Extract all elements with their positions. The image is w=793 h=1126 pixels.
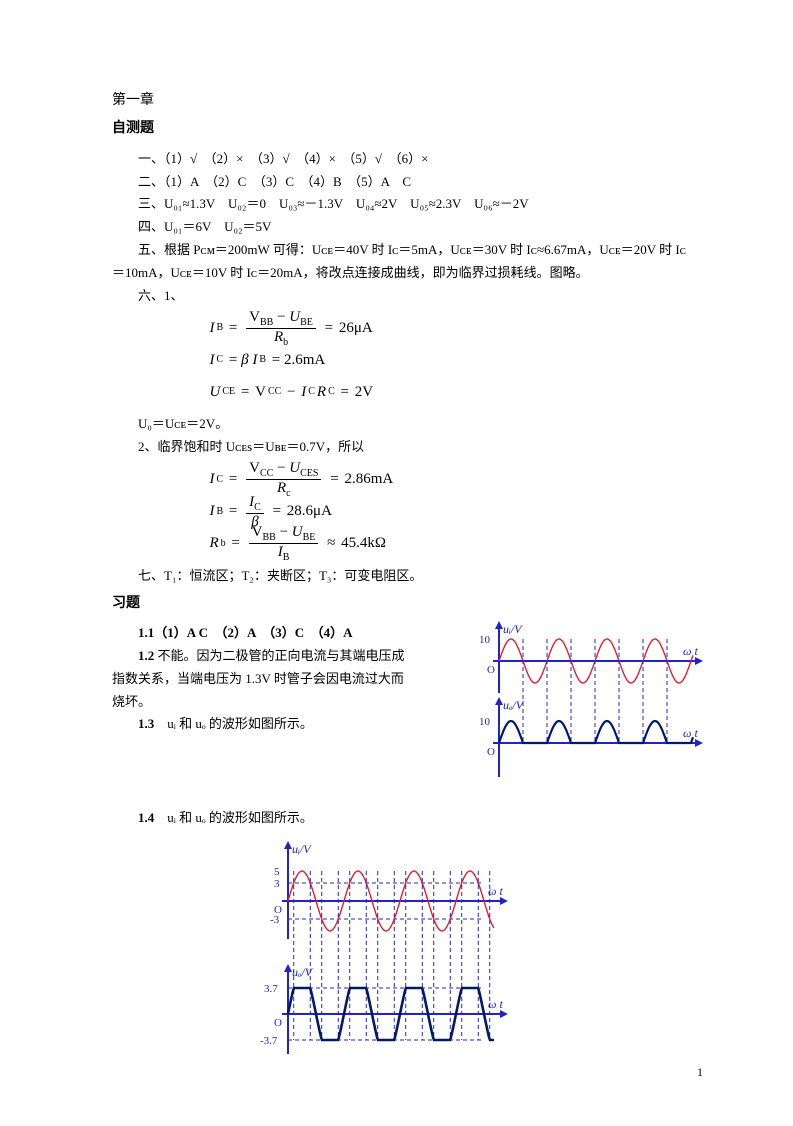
svg-text:5: 5 [274, 866, 280, 878]
eq3: UCE = VCC − IC RC = 2V [210, 376, 704, 408]
st-line6: 六、1、 [112, 286, 703, 307]
st-line61: U₀＝Uᴄᴇ＝2V。 [138, 414, 703, 435]
svg-text:ω t: ω t [683, 644, 698, 658]
svg-text:10: 10 [479, 716, 491, 728]
eq-block-2: IC = VCC − UCES Rc = 2.86mA IB = IC β = … [210, 464, 704, 560]
chart-13: uᵢ/V 10 Oω t uₒ/V 10 Oω t [473, 621, 703, 788]
svg-text:uᵢ/V: uᵢ/V [292, 842, 312, 856]
svg-text:uₒ/V: uₒ/V [503, 698, 525, 712]
st-line62: 2、临界饱和时 Uᴄᴇs＝Uʙᴇ＝0.7V，所以 [138, 437, 703, 458]
st-line1: 一、（1）√ （2）× （3）√ （4）× （5）√ （6）× [112, 149, 703, 170]
chart-14: uᵢ/V53O-3ω tuₒ/V3.7O-3.7ω t [252, 839, 703, 1076]
selftest-heading: 自测题 [112, 118, 703, 140]
eq4: IC = VCC − UCES Rc = 2.86mA [210, 464, 704, 496]
svg-text:uᵢ/V: uᵢ/V [503, 622, 523, 636]
eq2: IC = β IB = 2.6mA [210, 344, 704, 376]
svg-text:O: O [274, 1017, 282, 1029]
svg-text:uₒ/V: uₒ/V [292, 965, 314, 979]
svg-text:ω t: ω t [488, 884, 503, 898]
ex-14: 1.4 uᵢ 和 uₒ 的波形如图所示。 [112, 808, 703, 829]
svg-text:ω t: ω t [683, 726, 698, 740]
eq5: IB = IC β = 28.6μA [210, 496, 704, 528]
svg-text:3.7: 3.7 [264, 983, 278, 995]
svg-text:-3.7: -3.7 [260, 1035, 278, 1047]
svg-text:-3: -3 [270, 914, 280, 926]
exercises-heading: 习题 [112, 593, 703, 615]
st-line4: 四、U₀₁＝6V U₀₂＝5V [112, 217, 703, 238]
eq1: IB = VBB − UBE Rb = 26μA [210, 312, 704, 344]
chapter-title: 第一章 [112, 90, 703, 112]
page-number: 1 [697, 1063, 703, 1082]
svg-text:ω t: ω t [488, 997, 503, 1011]
st-line2: 二、（1）A （2）C （3）C （4）B （5）A C [112, 172, 703, 193]
svg-text:10: 10 [479, 634, 491, 646]
svg-text:3: 3 [274, 878, 280, 890]
st-line5b: ＝10mA，Uᴄᴇ＝10V 时 Iᴄ＝20mA，将改点连接成曲线，即为临界过损耗… [112, 263, 703, 284]
eq6: Rb = VBB − UBE IB ≈ 45.4kΩ [210, 528, 704, 560]
eq-block-1: IB = VBB − UBE Rb = 26μA IC = β IB = 2.6… [210, 312, 704, 408]
st-line7: 七、T₁：恒流区；T₂：夹断区；T₃：可变电阻区。 [112, 566, 703, 587]
st-line5a: 五、根据 Pᴄᴍ＝200mW 可得：Uᴄᴇ＝40V 时 Iᴄ＝5mA，Uᴄᴇ＝3… [112, 240, 703, 261]
st-line3: 三、U₀₁≈1.3V U₀₂＝0 U₀₃≈－1.3V U₀₄≈2V U₀₅≈2.… [112, 194, 703, 215]
svg-text:O: O [487, 746, 495, 758]
svg-text:O: O [487, 664, 495, 676]
